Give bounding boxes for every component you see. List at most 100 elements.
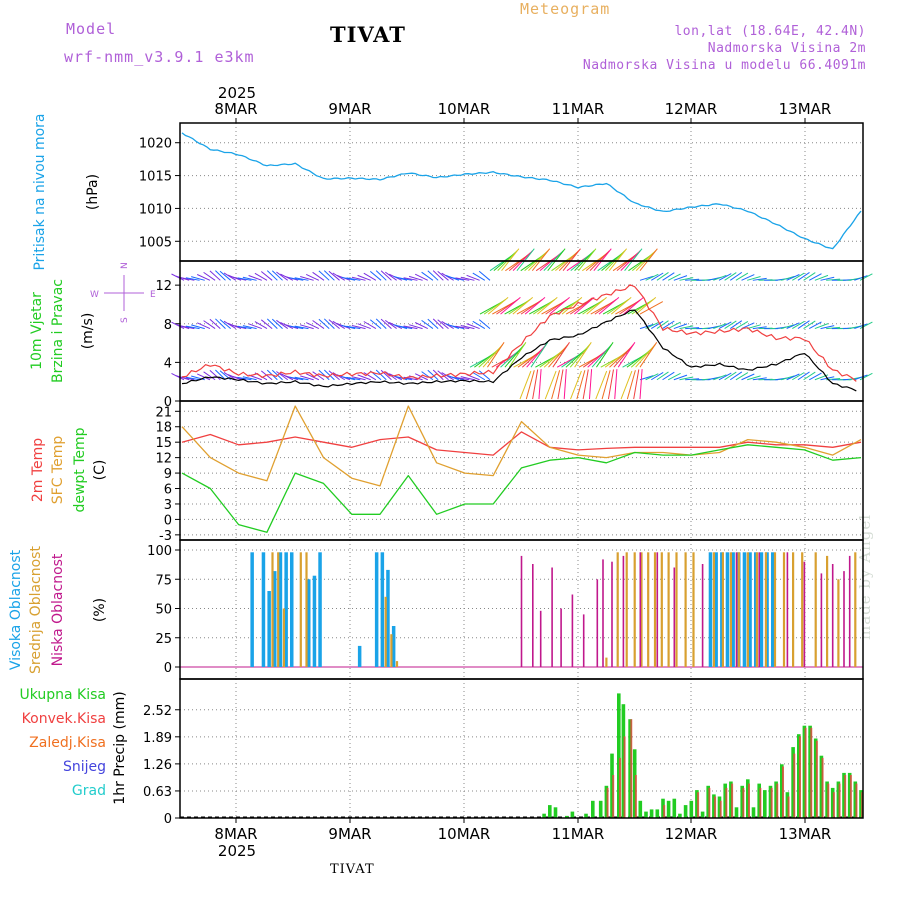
precip-total-bar bbox=[689, 800, 694, 818]
panel-frame bbox=[179, 678, 864, 819]
wind-arrow bbox=[180, 376, 195, 381]
wind-mean-line bbox=[181, 309, 857, 392]
wind-arrow bbox=[718, 372, 732, 381]
wind-arrow bbox=[219, 319, 232, 329]
y-tick-label: 1010 bbox=[139, 202, 172, 217]
cloud-bar-low bbox=[656, 552, 659, 667]
wind-arrow bbox=[679, 277, 694, 281]
wind-arrow bbox=[593, 248, 612, 271]
cloud-bar-mid bbox=[299, 552, 302, 667]
wind-arrow bbox=[450, 376, 465, 381]
cloud-bar-high bbox=[759, 552, 764, 667]
precip-total-bar bbox=[565, 815, 569, 818]
cloud-bar-low bbox=[539, 610, 542, 667]
wind-arrow bbox=[346, 277, 361, 281]
precip-total-bar bbox=[774, 781, 778, 818]
precip-conv-bar bbox=[619, 757, 621, 818]
cloud-bar-low bbox=[843, 571, 845, 667]
precip-total-bar bbox=[655, 809, 660, 818]
precip-total-bar bbox=[712, 794, 716, 818]
precip-total-bar bbox=[617, 693, 621, 818]
wind-arrow bbox=[346, 376, 361, 381]
wind-arrow bbox=[482, 344, 504, 368]
wind-arrow bbox=[191, 276, 205, 281]
cloud-bar-mid bbox=[826, 555, 829, 667]
wind-arrow bbox=[385, 271, 397, 281]
y-tick-label: 0 bbox=[164, 812, 172, 827]
precip-total-bar bbox=[661, 798, 665, 818]
wind-arrow bbox=[586, 297, 607, 315]
cloud-bar-mid bbox=[667, 552, 670, 667]
cloud-bar-low bbox=[831, 564, 834, 667]
wind-gust-line bbox=[181, 284, 857, 382]
y-tick-label: 100 bbox=[147, 544, 172, 559]
cloud-bar-high bbox=[391, 626, 396, 667]
wind-arrow bbox=[260, 319, 273, 329]
wind-arrow bbox=[398, 277, 413, 281]
t2m-title: 2m Temp bbox=[30, 438, 46, 502]
cloud-bar-low bbox=[596, 579, 599, 668]
wind-arrow bbox=[792, 272, 805, 281]
wind-arrow bbox=[608, 248, 627, 271]
wind-arrow bbox=[351, 376, 366, 381]
cloud-bar-low bbox=[611, 561, 613, 667]
wind-arrow bbox=[595, 342, 614, 368]
wind-arrow bbox=[524, 297, 546, 315]
cloud-bar-high bbox=[278, 552, 283, 667]
legend-frz: Zaledj.Kisa bbox=[29, 735, 106, 751]
wind-arrow bbox=[276, 271, 289, 281]
wind-arrow bbox=[242, 325, 257, 330]
model-name: wrf-nmm_v3.9.1 e3km bbox=[64, 48, 255, 66]
wind-arrow bbox=[496, 298, 519, 315]
wind-arrow bbox=[466, 274, 480, 281]
wind-arrow bbox=[574, 297, 595, 315]
compass-s: S bbox=[120, 317, 130, 323]
wind-arrow bbox=[403, 325, 418, 330]
precip-conv-bar bbox=[630, 719, 633, 818]
precip-total-bar bbox=[734, 807, 739, 818]
cloud-bar-high bbox=[307, 579, 311, 668]
wind-arrow bbox=[752, 277, 767, 281]
wind-arrow bbox=[421, 319, 434, 329]
wind-arrow bbox=[427, 369, 439, 381]
precip-total-bar bbox=[700, 811, 705, 818]
y-tick-label: 3 bbox=[164, 498, 172, 513]
model-label: Model bbox=[66, 20, 117, 38]
wind-arrow bbox=[223, 371, 237, 381]
wind-arrow bbox=[588, 369, 593, 400]
wind-arrow bbox=[662, 371, 675, 381]
wind-arrow bbox=[570, 370, 582, 400]
wind-arrow bbox=[357, 274, 371, 281]
y-tick-label: 2.52 bbox=[143, 704, 172, 719]
cloud-bar-mid bbox=[675, 552, 678, 667]
compass-n: N bbox=[120, 262, 130, 269]
wind-arrow bbox=[478, 270, 491, 281]
wind-arrow bbox=[346, 325, 361, 330]
y-tick-label: 1020 bbox=[139, 137, 172, 152]
wind-arrow bbox=[551, 370, 561, 400]
wind-arrow bbox=[408, 275, 423, 281]
precip-total-bar bbox=[763, 790, 767, 818]
wind-arrow bbox=[483, 298, 506, 315]
precip-conv-bar bbox=[844, 775, 847, 818]
wind-arrow bbox=[196, 322, 211, 330]
wind-arrow bbox=[820, 276, 835, 281]
year-label-top: 2025 bbox=[218, 84, 256, 102]
wind-arrow bbox=[385, 319, 397, 329]
wind-arrow bbox=[414, 322, 428, 330]
wind-arrow bbox=[786, 274, 800, 281]
wind-arrow bbox=[617, 342, 636, 368]
cloud-bar-mid bbox=[721, 552, 724, 667]
cloud-bar-high bbox=[250, 552, 254, 667]
wind-arrow bbox=[351, 276, 366, 281]
wind-arrow bbox=[421, 371, 434, 381]
y-tick-label: 0 bbox=[164, 513, 172, 528]
wind-arrow bbox=[209, 370, 221, 381]
wind-arrow bbox=[185, 325, 200, 330]
wind-arrow bbox=[487, 297, 509, 315]
wind-arrow bbox=[375, 318, 387, 329]
wind-arrow bbox=[662, 272, 675, 281]
wind-arrow bbox=[639, 275, 654, 281]
wind-arrow bbox=[526, 344, 547, 368]
wind-arrow bbox=[450, 276, 465, 281]
